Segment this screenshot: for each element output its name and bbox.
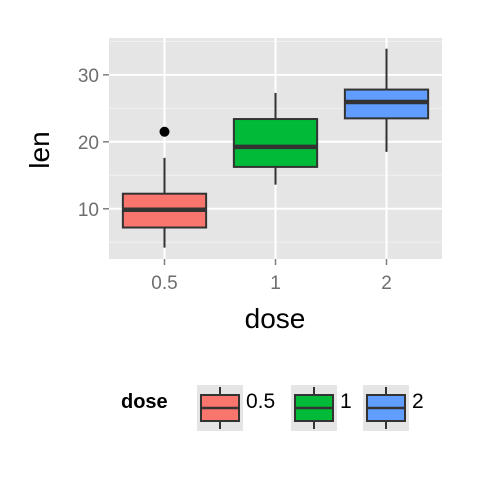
axis-layer: 10 20 30 0.5 1 2 [78, 66, 392, 294]
box-body [232, 118, 319, 168]
x-axis-title: dose [245, 303, 306, 334]
legend-key-2: 2 [363, 385, 424, 431]
y-tick-label: 30 [78, 66, 99, 87]
box-2 [343, 48, 430, 152]
box-0.5 [121, 126, 208, 248]
legend-title: dose [121, 391, 168, 413]
legend: dose 0.5 1 2 [121, 385, 424, 431]
legend-label: 1 [340, 390, 352, 413]
outlier-point [159, 126, 170, 137]
legend-key-1: 1 [291, 385, 352, 431]
y-tick-label: 10 [78, 200, 99, 221]
legend-key-0.5: 0.5 [197, 385, 275, 431]
y-tick-label: 20 [78, 133, 99, 154]
box-layer [121, 48, 430, 248]
legend-label: 0.5 [246, 390, 275, 413]
y-axis-title: len [24, 131, 55, 168]
x-tick-label: 0.5 [151, 273, 177, 294]
x-tick-label: 1 [270, 273, 281, 294]
legend-label: 2 [412, 390, 424, 413]
box-1 [232, 92, 319, 185]
x-tick-label: 2 [381, 273, 392, 294]
